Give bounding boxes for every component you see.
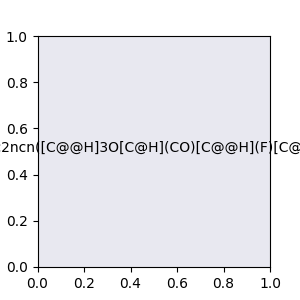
Text: Nc1nc(N)c2ncn([C@@H]3O[C@H](CO)[C@@H](F)[C@H]3O)c2n1: Nc1nc(N)c2ncn([C@@H]3O[C@H](CO)[C@@H](F)…: [0, 140, 300, 154]
